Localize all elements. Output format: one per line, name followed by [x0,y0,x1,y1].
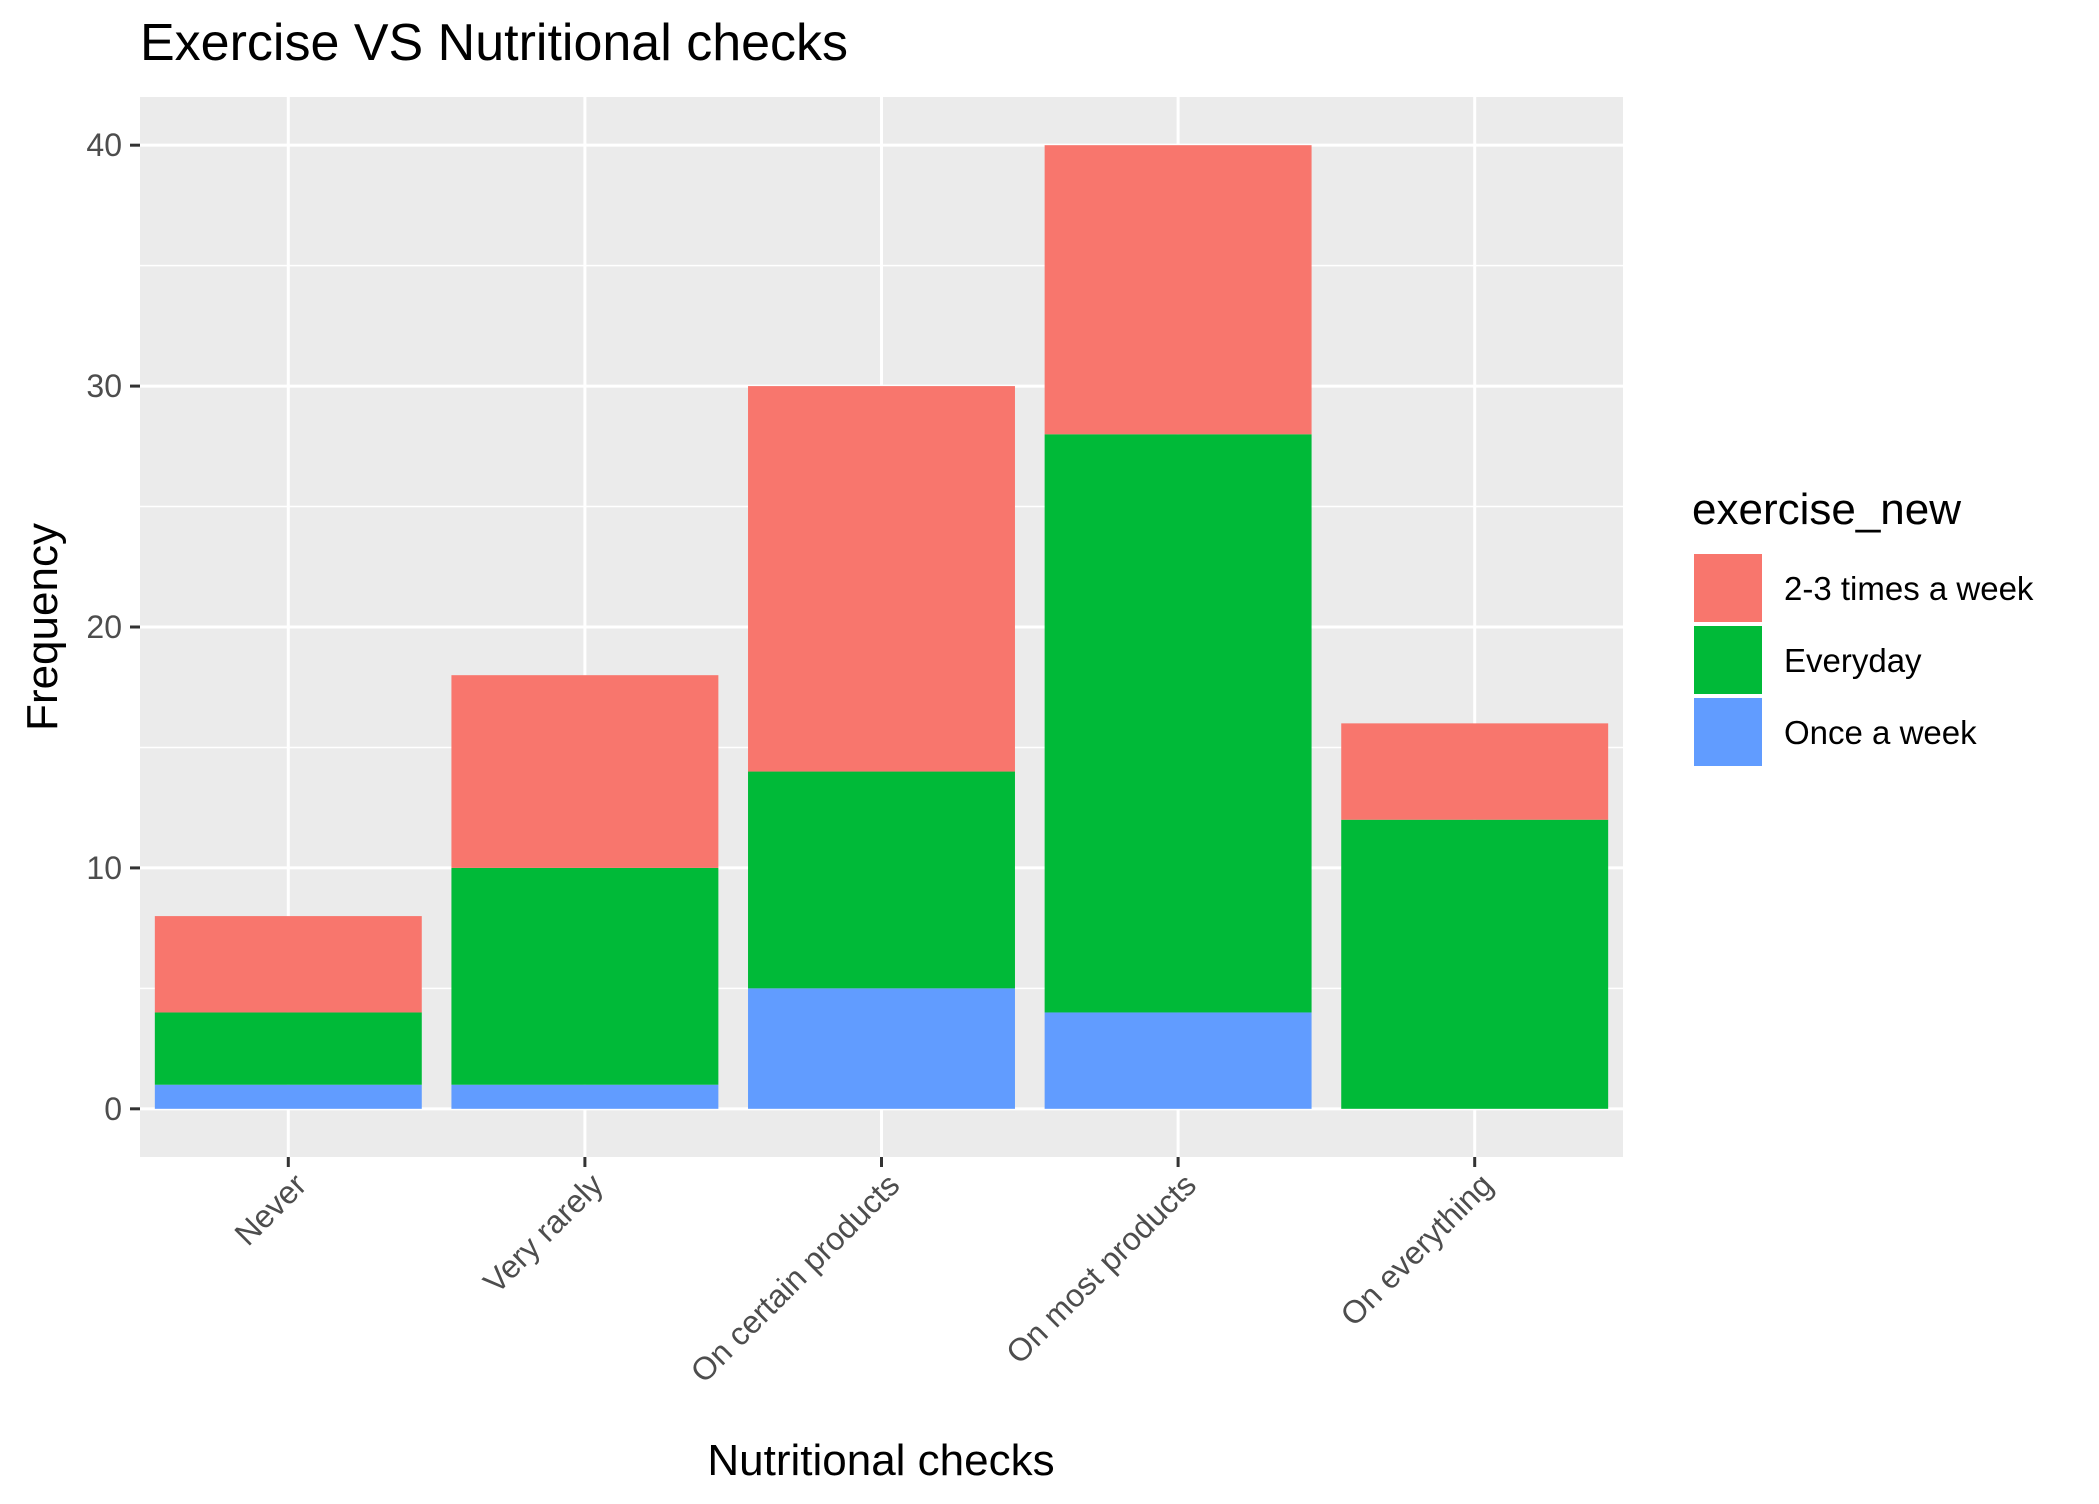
bar-segment [154,1084,422,1109]
y-tick-label: 30 [86,368,122,404]
bar-segment [451,1084,719,1109]
bars [154,145,1609,1109]
x-tick-label: On everything [1333,1166,1499,1332]
legend-title: exercise_new [1692,485,1961,534]
y-tick-label: 10 [86,850,122,886]
legend-swatch [1694,698,1762,766]
legend: exercise_new 2-3 times a week Everyday Onc… [1692,485,2034,768]
legend-label: Once a week [1784,714,1977,751]
chart-title: Exercise VS Nutritional checks [140,14,848,72]
y-tick-label: 40 [86,127,122,163]
bar-segment [1044,434,1312,1013]
bar-segment [1044,145,1312,435]
legend-swatch [1694,554,1762,622]
y-tick-label: 0 [104,1091,122,1127]
bar-segment [1341,819,1609,1109]
x-tick-label: On certain products [684,1166,907,1389]
bar-segment [451,675,719,868]
legend-swatch [1694,626,1762,694]
bar-segment [451,867,719,1085]
y-axis: 0 10 20 30 40 [86,127,140,1127]
y-axis-title: Frequency [18,523,67,731]
bar-segment [154,916,422,1013]
legend-items: 2-3 times a week Everyday Once a week [1692,552,2034,768]
x-axis-title: Nutritional checks [707,1436,1054,1485]
y-tick-label: 20 [86,609,122,645]
x-axis: Never Very rarely On certain products On mo… [227,1157,1500,1389]
x-tick-label: Very rarely [476,1166,610,1300]
x-tick-label: On most products [999,1166,1203,1370]
bar-segment [1044,1012,1312,1109]
bar-segment [748,386,1015,772]
bar-segment [1341,723,1609,820]
bar-segment [748,771,1015,989]
legend-label: 2-3 times a week [1784,570,2034,607]
legend-label: Everyday [1784,642,1922,679]
x-tick-label: Never [227,1166,313,1252]
bar-segment [154,1012,422,1085]
bar-segment [748,988,1015,1109]
